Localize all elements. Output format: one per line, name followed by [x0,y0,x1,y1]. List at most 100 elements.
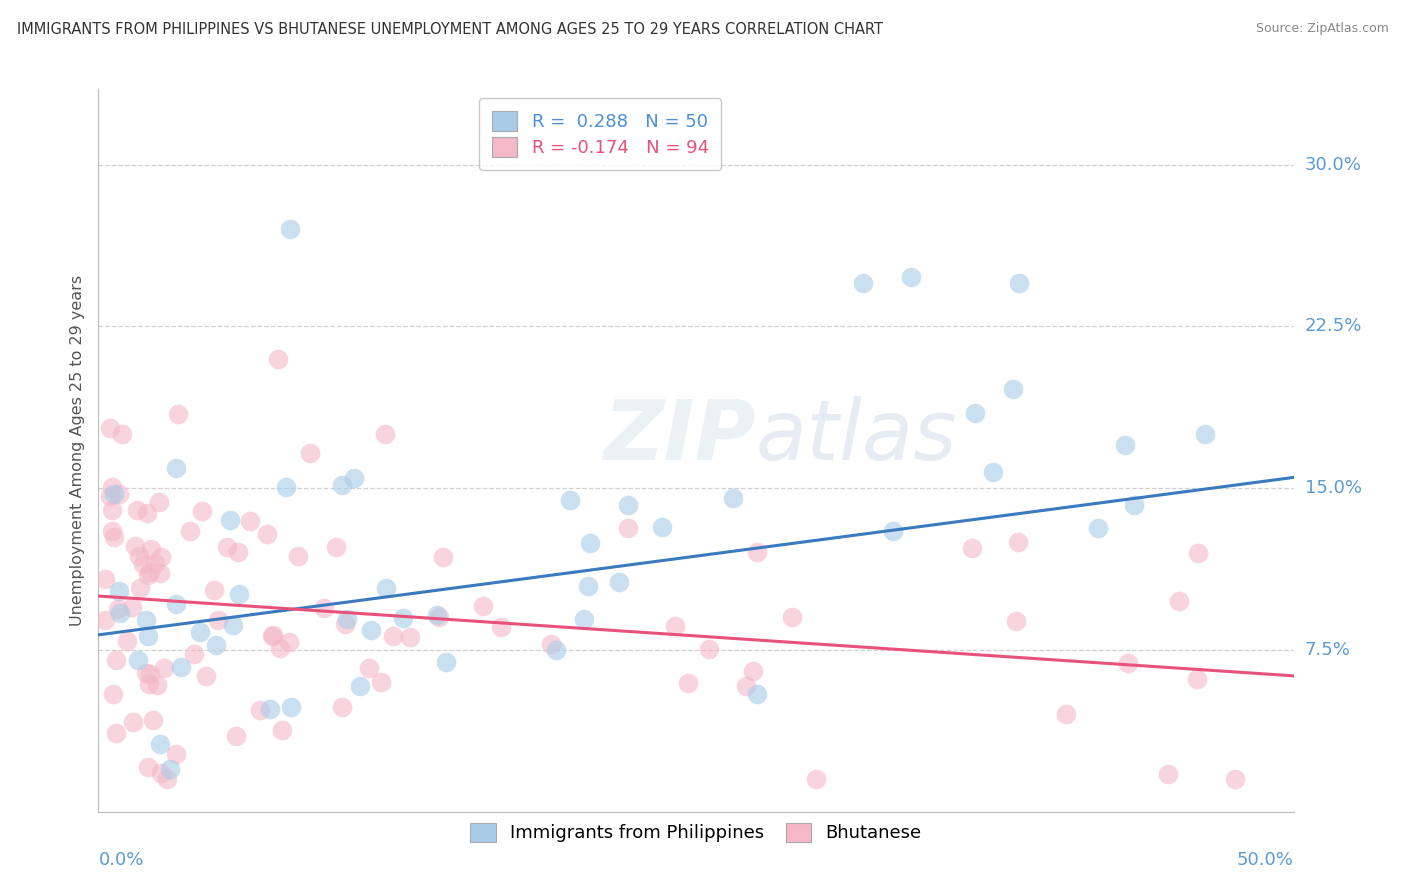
Point [852,277,875,291]
Point [1004,615,1026,629]
Point [222,618,245,632]
Point [735,679,758,693]
Point [128,549,150,563]
Point [98,421,121,435]
Point [374,427,396,442]
Point [1008,277,1031,291]
Point [806,772,828,787]
Point [277,634,299,648]
Point [104,726,127,740]
Point [108,606,131,620]
Point [1225,772,1247,787]
Point [676,676,699,690]
Point [981,465,1004,479]
Text: 7.5%: 7.5% [1305,641,1351,659]
Point [370,675,392,690]
Point [136,567,159,582]
Point [576,579,599,593]
Point [138,676,160,690]
Point [101,479,124,493]
Point [153,661,176,675]
Point [143,556,166,570]
Point [183,648,205,662]
Point [150,550,173,565]
Point [617,498,640,512]
Point [1167,594,1189,608]
Point [349,680,371,694]
Point [165,461,187,475]
Point [287,549,309,563]
Point [664,619,686,633]
Point [697,641,720,656]
Point [330,699,353,714]
Point [900,269,922,284]
Point [270,723,292,737]
Point [278,222,301,236]
Point [260,629,283,643]
Point [139,666,162,681]
Point [1185,672,1208,686]
Point [194,669,217,683]
Point [103,486,125,500]
Point [343,471,366,485]
Point [962,541,984,556]
Point [136,760,159,774]
Point [136,629,159,643]
Point [149,737,172,751]
Point [882,524,904,538]
Point [101,524,124,538]
Text: atlas: atlas [756,395,957,476]
Point [1054,706,1077,721]
Point [159,762,181,776]
Point [226,544,249,558]
Point [392,611,415,625]
Point [155,772,177,787]
Point [135,613,157,627]
Point [721,491,744,505]
Text: 15.0%: 15.0% [1305,479,1361,497]
Point [607,575,630,590]
Point [963,406,986,420]
Point [239,514,262,528]
Point [651,519,673,533]
Point [256,527,278,541]
Text: 30.0%: 30.0% [1305,156,1361,174]
Point [136,506,159,520]
Point [333,617,356,632]
Point [117,634,139,648]
Point [166,408,188,422]
Point [280,700,302,714]
Point [101,503,124,517]
Point [207,613,229,627]
Point [111,427,134,442]
Point [142,713,165,727]
Point [325,540,347,554]
Point [132,557,155,571]
Point [148,495,170,509]
Point [427,609,450,624]
Point [398,631,420,645]
Point [135,665,157,680]
Point [146,678,169,692]
Text: IMMIGRANTS FROM PHILIPPINES VS BHUTANESE UNEMPLOYMENT AMONG AGES 25 TO 29 YEARS : IMMIGRANTS FROM PHILIPPINES VS BHUTANESE… [17,22,883,37]
Point [274,480,297,494]
Point [188,625,211,640]
Point [165,597,187,611]
Point [269,641,291,656]
Point [616,521,638,535]
Point [249,703,271,717]
Point [267,351,290,366]
Point [225,729,247,743]
Point [1114,438,1136,452]
Point [262,628,284,642]
Point [101,687,124,701]
Point [104,653,127,667]
Point [148,566,170,580]
Point [336,613,359,627]
Point [1116,656,1139,670]
Y-axis label: Unemployment Among Ages 25 to 29 years: Unemployment Among Ages 25 to 29 years [69,275,84,626]
Point [1007,534,1029,549]
Point [138,566,160,580]
Point [374,581,396,595]
Legend: Immigrants from Philippines, Bhutanese: Immigrants from Philippines, Bhutanese [460,812,932,854]
